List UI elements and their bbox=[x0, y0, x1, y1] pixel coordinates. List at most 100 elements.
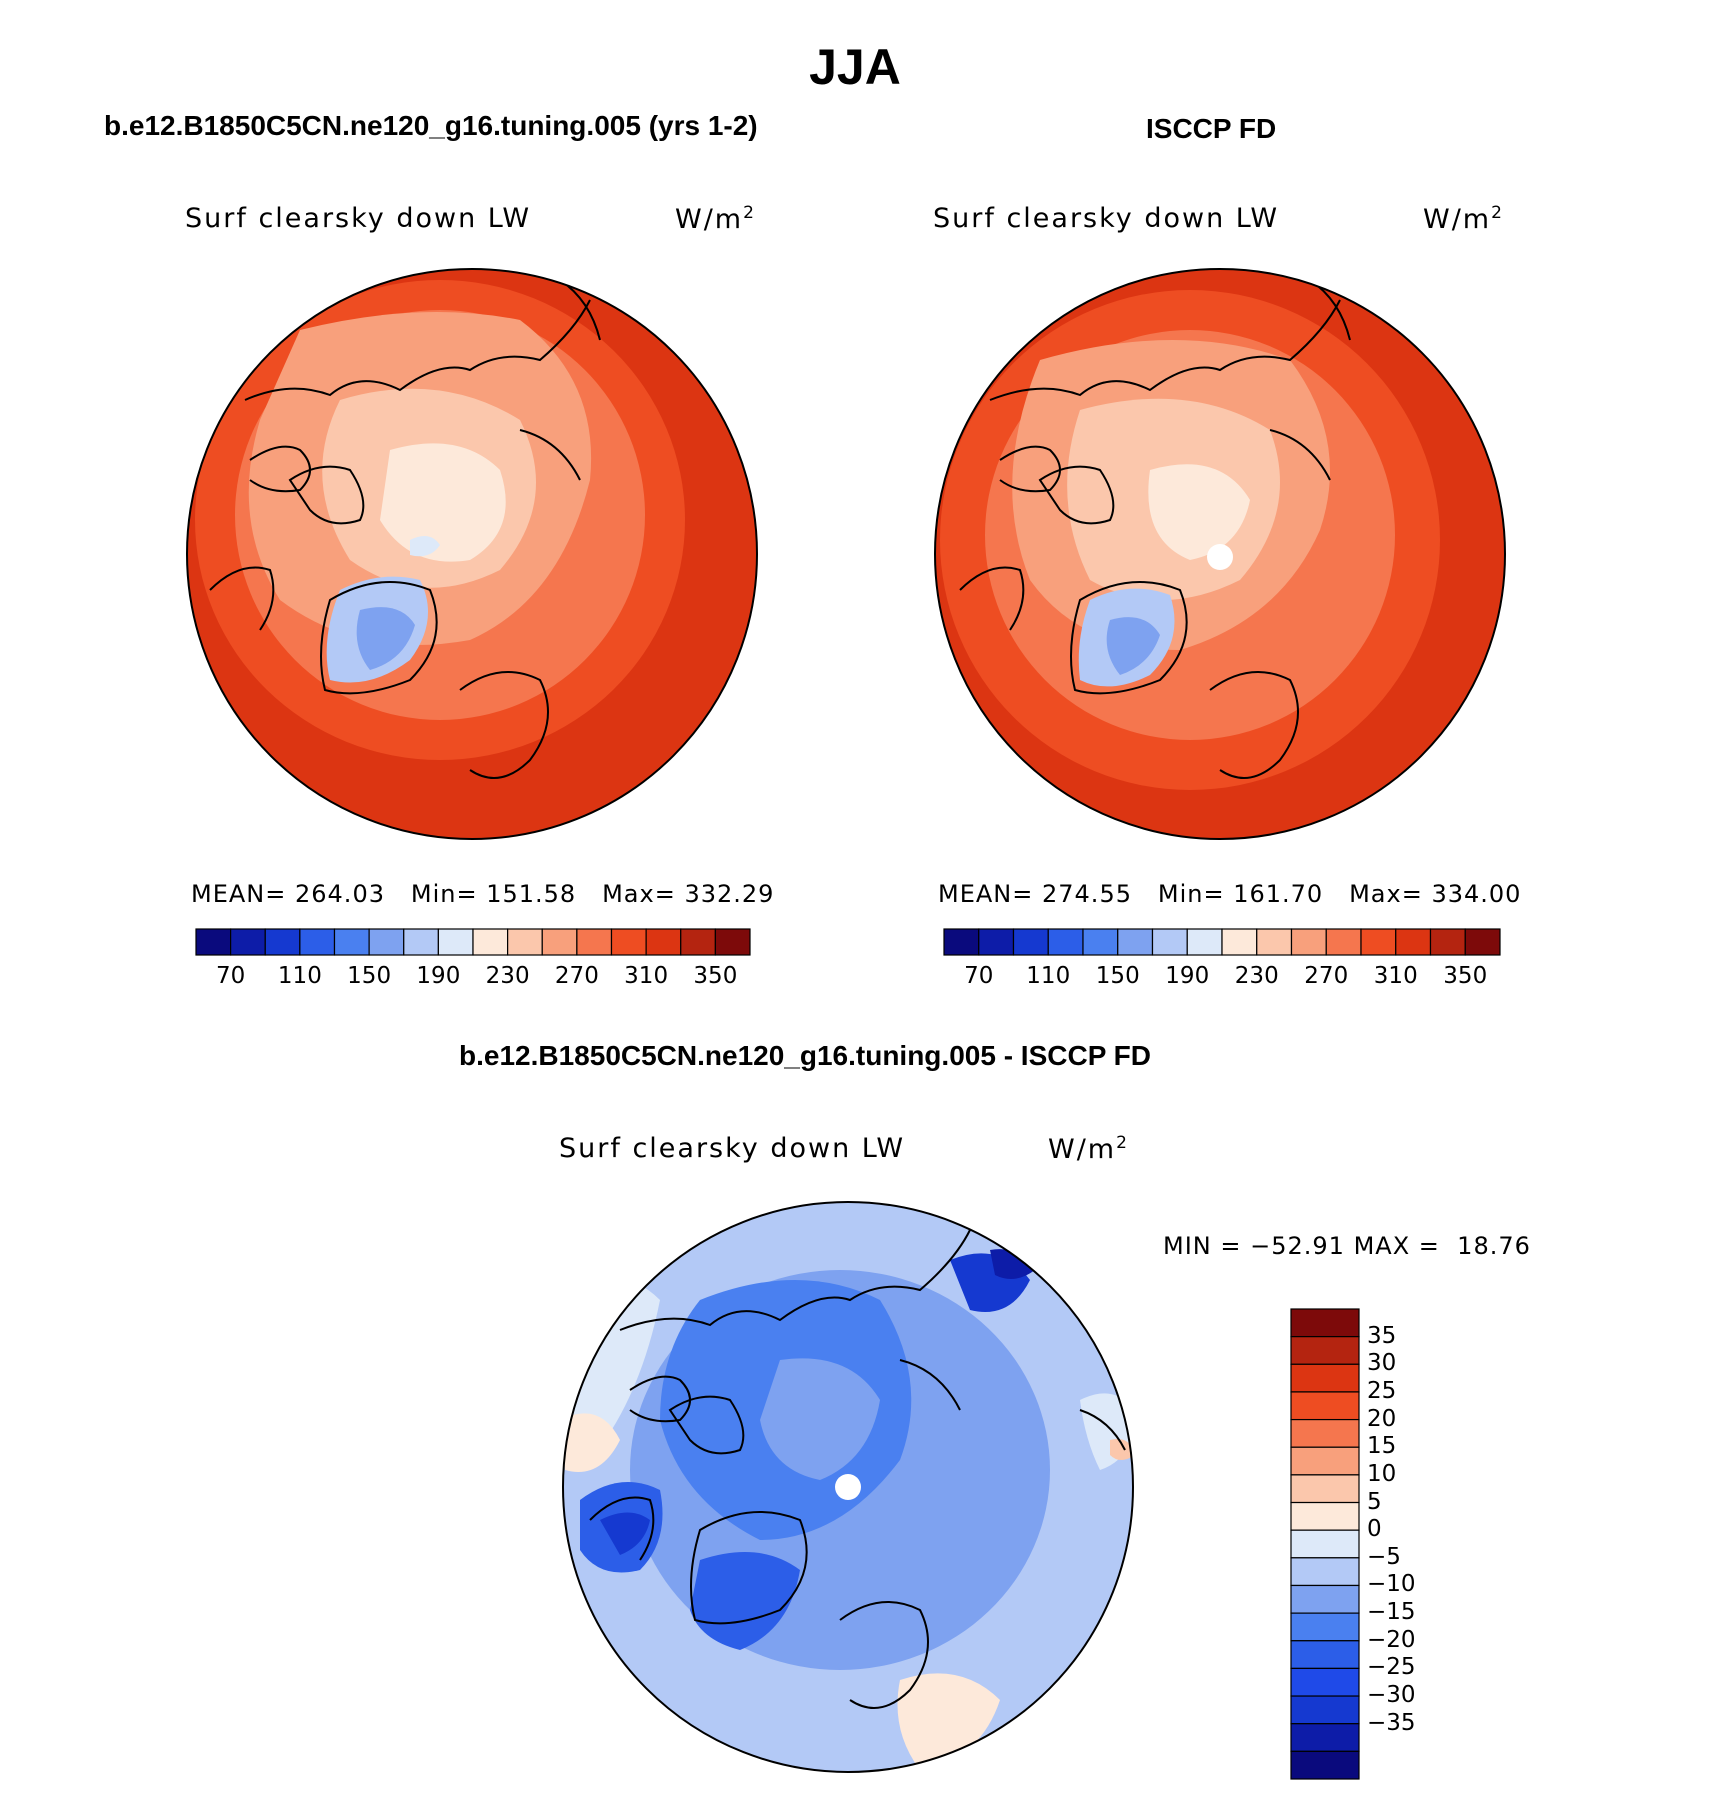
colorbar-swatch bbox=[1186, 928, 1223, 956]
diff-map-pole-gap bbox=[835, 1474, 861, 1500]
colorbar-swatch bbox=[1151, 928, 1188, 956]
colorbar-swatch bbox=[1290, 1391, 1360, 1421]
colorbar-tick-label: 150 bbox=[1095, 963, 1140, 989]
diff-stats: MIN = −52.91 MAX = 18.76 bbox=[1163, 1232, 1531, 1260]
colorbar-tick-label: 110 bbox=[1026, 963, 1071, 989]
colorbar-swatch bbox=[645, 928, 682, 956]
right-units-label: W/m2 bbox=[1423, 203, 1504, 235]
colorbar-swatch bbox=[368, 928, 405, 956]
colorbar-swatch bbox=[403, 928, 439, 956]
right-map-pole-gap bbox=[1207, 544, 1233, 570]
colorbar-swatch bbox=[1290, 1418, 1360, 1448]
colorbar-swatch bbox=[1221, 928, 1258, 956]
colorbar-swatch bbox=[576, 928, 613, 956]
left-map bbox=[187, 269, 757, 839]
colorbar-swatch bbox=[714, 928, 751, 956]
colorbar-swatch bbox=[978, 928, 1015, 956]
colorbar-swatch bbox=[541, 928, 578, 956]
colorbar-swatch bbox=[1290, 1501, 1360, 1531]
colorbar-tick-label: 350 bbox=[1443, 963, 1488, 989]
colorbar-swatch bbox=[1290, 1363, 1360, 1393]
colorbar-swatch bbox=[943, 928, 980, 956]
colorbar-tick-label: 10 bbox=[1367, 1460, 1397, 1487]
colorbar-tick-label: 5 bbox=[1367, 1488, 1382, 1515]
colorbar-tick-label: −20 bbox=[1367, 1626, 1416, 1653]
colorbar-tick-label: −30 bbox=[1367, 1682, 1416, 1709]
colorbar-swatch bbox=[230, 928, 266, 956]
colorbar-tick-label: 35 bbox=[1367, 1322, 1397, 1349]
colorbar-swatch bbox=[507, 928, 543, 956]
left-colorbar bbox=[195, 928, 751, 956]
right-map-coastlines bbox=[959, 279, 1351, 779]
right-map-border bbox=[934, 268, 1506, 840]
colorbar-swatch bbox=[333, 928, 370, 956]
colorbar-swatch bbox=[1290, 1336, 1360, 1365]
colorbar-swatch bbox=[264, 928, 301, 956]
colorbar-tick-label: 20 bbox=[1367, 1405, 1397, 1432]
left-map-border bbox=[186, 268, 758, 840]
colorbar-swatch bbox=[1395, 928, 1432, 956]
panel-right-title: ISCCP FD bbox=[1146, 113, 1277, 144]
left-stats: MEAN= 264.03 Min= 151.58 Max= 332.29 bbox=[191, 880, 775, 908]
figure-title: JJA bbox=[809, 39, 901, 95]
colorbar-swatch bbox=[1047, 928, 1084, 956]
colorbar-tick-label: −35 bbox=[1367, 1709, 1416, 1736]
colorbar-swatch bbox=[1256, 928, 1293, 956]
colorbar-tick-label: 70 bbox=[964, 963, 994, 989]
colorbar-swatch bbox=[1290, 928, 1327, 956]
right-variable-label: Surf clearsky down LW bbox=[933, 203, 1280, 234]
colorbar-swatch bbox=[1290, 1474, 1360, 1504]
right-stats: MEAN= 274.55 Min= 161.70 Max= 334.00 bbox=[938, 880, 1522, 908]
colorbar-tick-label: 270 bbox=[554, 963, 599, 989]
colorbar-swatch bbox=[1082, 928, 1119, 956]
panel-diff-title: b.e12.B1850C5CN.ne120_g16.tuning.005 - I… bbox=[459, 1040, 1151, 1071]
colorbar-tick-label: 270 bbox=[1304, 963, 1349, 989]
colorbar-swatch bbox=[1290, 1667, 1360, 1697]
diff-units-label: W/m2 bbox=[1048, 1133, 1129, 1165]
diff-variable-label: Surf clearsky down LW bbox=[559, 1133, 906, 1164]
colorbar-swatch bbox=[1012, 928, 1049, 956]
colorbar-tick-label: 230 bbox=[485, 963, 530, 989]
left-map-coastlines bbox=[209, 279, 601, 779]
colorbar-tick-label: 350 bbox=[693, 963, 738, 989]
panel-left-title: b.e12.B1850C5CN.ne120_g16.tuning.005 (yr… bbox=[104, 110, 758, 141]
colorbar-tick-label: 230 bbox=[1234, 963, 1279, 989]
colorbar-tick-label: 150 bbox=[347, 963, 392, 989]
diff-colorbar bbox=[1290, 1308, 1360, 1780]
colorbar-tick-label: 0 bbox=[1367, 1516, 1382, 1543]
colorbar-tick-label: 15 bbox=[1367, 1433, 1397, 1460]
colorbar-tick-label: −5 bbox=[1367, 1543, 1401, 1570]
colorbar-swatch bbox=[1290, 1750, 1360, 1780]
left-units-label: W/m2 bbox=[675, 203, 756, 235]
colorbar-tick-label: 30 bbox=[1367, 1350, 1397, 1377]
colorbar-swatch bbox=[1290, 1723, 1360, 1752]
colorbar-swatch bbox=[437, 928, 474, 956]
colorbar-swatch bbox=[1290, 1695, 1360, 1725]
colorbar-tick-label: 190 bbox=[1165, 963, 1210, 989]
colorbar-swatch bbox=[1290, 1640, 1360, 1670]
left-variable-label: Surf clearsky down LW bbox=[185, 203, 532, 234]
colorbar-swatch bbox=[1290, 1557, 1360, 1587]
colorbar-swatch bbox=[1290, 1584, 1360, 1614]
colorbar-tick-label: 310 bbox=[1373, 963, 1418, 989]
colorbar-swatch bbox=[1290, 1308, 1360, 1338]
colorbar-tick-label: 70 bbox=[215, 963, 246, 989]
colorbar-swatch bbox=[1325, 928, 1362, 956]
colorbar-tick-label: 310 bbox=[624, 963, 669, 989]
diff-map-border bbox=[562, 1201, 1134, 1773]
colorbar-tick-label: 190 bbox=[416, 963, 461, 989]
colorbar-swatch bbox=[680, 928, 716, 956]
colorbar-swatch bbox=[610, 928, 647, 956]
diff-map-coastlines bbox=[589, 1229, 1126, 1709]
colorbar-tick-label: −25 bbox=[1367, 1654, 1416, 1681]
colorbar-swatch bbox=[299, 928, 336, 956]
colorbar-swatch bbox=[472, 928, 509, 956]
colorbar-tick-label: 25 bbox=[1367, 1377, 1397, 1404]
colorbar-swatch bbox=[1360, 928, 1397, 956]
colorbar-swatch bbox=[1429, 928, 1466, 956]
colorbar-tick-label: −15 bbox=[1367, 1599, 1416, 1626]
colorbar-swatch bbox=[1464, 928, 1501, 956]
colorbar-swatch bbox=[1290, 1446, 1360, 1476]
colorbar-swatch bbox=[1290, 1612, 1360, 1642]
